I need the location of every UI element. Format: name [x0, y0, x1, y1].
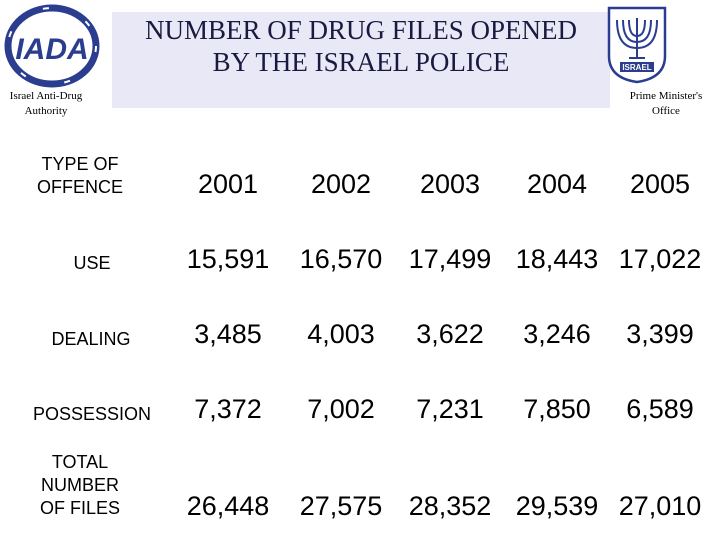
table-cell: 26,448 — [186, 491, 270, 521]
row-label: TOTAL NUMBER OF FILES — [39, 452, 120, 518]
table-cell: 17,499 — [408, 244, 492, 274]
table-cell: 16,570 — [299, 244, 383, 274]
table-cell: 7,231 — [416, 394, 484, 424]
right-caption: Prime Minister's Office — [629, 90, 703, 117]
year-header: 2002 — [310, 169, 372, 199]
corner-label: TYPE OF OFFENCE — [36, 154, 123, 197]
year-header: 2001 — [197, 169, 259, 199]
table-cell: 3,246 — [523, 319, 591, 349]
table-cell: 3,485 — [194, 319, 262, 349]
table-cell: 18,443 — [515, 244, 599, 274]
table-cell: 7,002 — [307, 394, 375, 424]
table-cell: 6,589 — [626, 394, 694, 424]
left-caption: Israel Anti-Drug Authority — [9, 90, 83, 117]
table-cell: 17,022 — [618, 244, 702, 274]
table-cell: 7,372 — [194, 394, 262, 424]
row-label: POSSESSION — [32, 404, 152, 424]
iada-logo: IADA — [4, 4, 100, 88]
table-cell: 4,003 — [307, 319, 375, 349]
year-header: 2005 — [629, 169, 691, 199]
table-cell: 15,591 — [186, 244, 270, 274]
table-cell: 3,399 — [626, 319, 694, 349]
year-header: 2003 — [419, 169, 481, 199]
table-cell: 27,575 — [299, 491, 383, 521]
iada-logo-text: IADA — [15, 33, 88, 66]
table-cell: 7,850 — [523, 394, 591, 424]
table-cell: 28,352 — [408, 491, 492, 521]
israel-emblem: ISRAEL — [607, 6, 667, 84]
row-label: USE — [73, 253, 111, 273]
year-header: 2004 — [526, 169, 588, 199]
israel-emblem-text: ISRAEL — [622, 63, 651, 72]
row-label: DEALING — [51, 329, 131, 349]
table-cell: 29,539 — [515, 491, 599, 521]
table-cell: 27,010 — [618, 491, 702, 521]
page-title: NUMBER OF DRUG FILES OPENED BY THE ISRAE… — [144, 15, 578, 77]
table-cell: 3,622 — [416, 319, 484, 349]
title-box — [112, 12, 610, 108]
